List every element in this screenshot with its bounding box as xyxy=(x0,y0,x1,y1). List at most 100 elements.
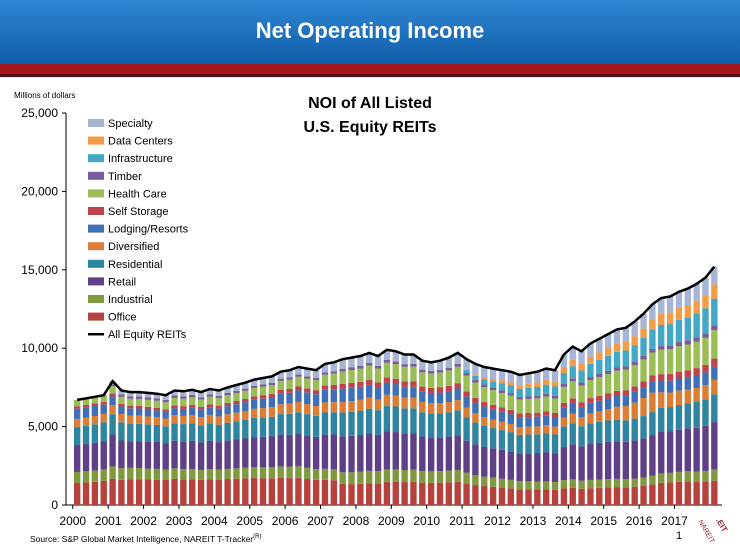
bar-segment-industrial xyxy=(516,481,523,490)
bar-segment-retail xyxy=(224,440,231,469)
all-equity-reits-line xyxy=(76,265,716,402)
bar-segment-health-care xyxy=(587,380,594,399)
bar-segment-data-centers xyxy=(543,379,550,385)
bar-segment-retail xyxy=(383,431,391,470)
bar-segment-retail xyxy=(427,437,435,472)
bar-segment-residential xyxy=(481,425,488,447)
bar-segment-diversified xyxy=(445,402,453,413)
bar-segment-data-centers xyxy=(525,383,532,388)
bar-segment-industrial xyxy=(419,471,426,483)
bar-segment-infrastructure xyxy=(481,379,488,385)
bar-segment-residential xyxy=(427,413,435,438)
x-tick-label: 2000 xyxy=(59,514,86,528)
bar-segment-residential xyxy=(312,415,320,437)
bar-segment-lodging xyxy=(206,407,214,415)
bar-segment-retail xyxy=(127,441,134,468)
bar-segment-specialty xyxy=(171,390,178,396)
bar-segment-residential xyxy=(374,410,382,435)
bar-segment-retail xyxy=(100,441,107,470)
bar-segment-self-storage xyxy=(410,381,417,387)
bar-segment-industrial xyxy=(525,481,532,490)
bar-segment-self-storage xyxy=(551,412,559,417)
bar-segment-self-storage xyxy=(242,398,249,403)
bar-segment-industrial xyxy=(666,472,674,483)
bar-segment-office xyxy=(197,479,205,505)
bar-segment-diversified xyxy=(162,418,169,427)
bar-segment-industrial xyxy=(596,479,603,488)
bar-segment-industrial xyxy=(153,468,161,480)
bar-segment-self-storage xyxy=(569,398,576,403)
bar-segment-retail xyxy=(153,441,161,469)
bar-segment-retail xyxy=(374,434,382,472)
bar-segment-self-storage xyxy=(649,375,656,382)
bar-segment-industrial xyxy=(374,471,382,484)
bar-segment-specialty xyxy=(197,392,205,398)
bar-segment-residential xyxy=(419,412,426,437)
bar-segment-diversified xyxy=(560,417,568,427)
bar-segment-lodging xyxy=(348,387,355,401)
x-tick-label: 2016 xyxy=(626,514,653,528)
legend-label: Retail xyxy=(108,276,136,288)
bar-segment-health-care xyxy=(153,400,161,408)
bar-segment-retail xyxy=(543,452,550,482)
bar-segment-specialty xyxy=(189,389,196,395)
bar-segment-timber xyxy=(640,356,647,360)
bar-segment-specialty xyxy=(419,360,426,370)
bar-segment-infrastructure xyxy=(596,359,603,374)
bar-segment-self-storage xyxy=(560,402,568,408)
bar-segment-self-storage xyxy=(472,397,479,403)
bar-segment-retail xyxy=(507,451,514,480)
bar-segment-data-centers xyxy=(684,305,691,318)
bar-segment-lodging xyxy=(312,394,320,407)
legend: Specialty Data Centers Infrastructure Timbe… xyxy=(88,118,189,341)
bar-segment-timber xyxy=(507,393,514,396)
bar-segment-specialty xyxy=(613,329,621,344)
y-tick-label: 15,000 xyxy=(21,263,58,277)
legend-swatch xyxy=(88,154,104,163)
bar-segment-diversified xyxy=(295,402,302,413)
bar-segment-office xyxy=(401,482,408,505)
bar-segment-health-care xyxy=(82,398,90,405)
bar-segment-diversified xyxy=(189,414,196,424)
bar-segment-infrastructure xyxy=(640,338,647,357)
bar-segment-industrial xyxy=(74,471,81,484)
bar-segment-diversified xyxy=(224,414,231,423)
bar-segment-self-storage xyxy=(489,404,497,410)
bar-segment-lodging xyxy=(507,414,514,424)
bar-segment-specialty xyxy=(675,291,683,309)
bar-segment-diversified xyxy=(339,401,346,413)
y-axis-unit-label: Millions of dollars xyxy=(14,91,75,100)
bar-segment-office xyxy=(339,483,346,505)
bar-segment-specialty xyxy=(622,327,630,343)
bar-segment-specialty xyxy=(268,376,276,384)
bar-segment-industrial xyxy=(330,469,338,481)
bar-segment-health-care xyxy=(507,395,514,410)
bar-segment-specialty xyxy=(259,377,267,385)
bar-segment-self-storage xyxy=(127,405,134,409)
legend-swatch xyxy=(88,189,104,198)
bar-segment-timber xyxy=(587,377,594,381)
bar-segment-office xyxy=(596,487,603,505)
bar-segment-timber xyxy=(233,390,240,394)
bar-segment-self-storage xyxy=(206,404,214,408)
bar-segment-residential xyxy=(144,424,152,442)
bar-segment-timber xyxy=(180,396,187,399)
bar-segment-infrastructure xyxy=(702,308,709,334)
bar-segment-diversified xyxy=(543,425,550,434)
bar-segment-health-care xyxy=(649,352,656,376)
bar-segment-retail xyxy=(436,437,444,472)
bar-segment-specialty xyxy=(215,390,222,396)
bar-segment-industrial xyxy=(189,468,196,480)
bar-segment-data-centers xyxy=(596,352,603,360)
bar-segment-self-storage xyxy=(578,402,585,407)
bar-segment-timber xyxy=(215,395,222,399)
bar-segment-office xyxy=(454,481,461,505)
bar-segment-timber xyxy=(189,394,196,398)
bar-segment-specialty xyxy=(693,283,700,301)
bar-segment-health-care xyxy=(224,395,231,404)
bar-segment-specialty xyxy=(304,368,311,377)
bar-segment-lodging xyxy=(525,417,532,427)
bar-segment-retail xyxy=(215,442,222,470)
bar-segment-lodging xyxy=(144,409,152,417)
bar-segment-specialty xyxy=(445,357,453,368)
